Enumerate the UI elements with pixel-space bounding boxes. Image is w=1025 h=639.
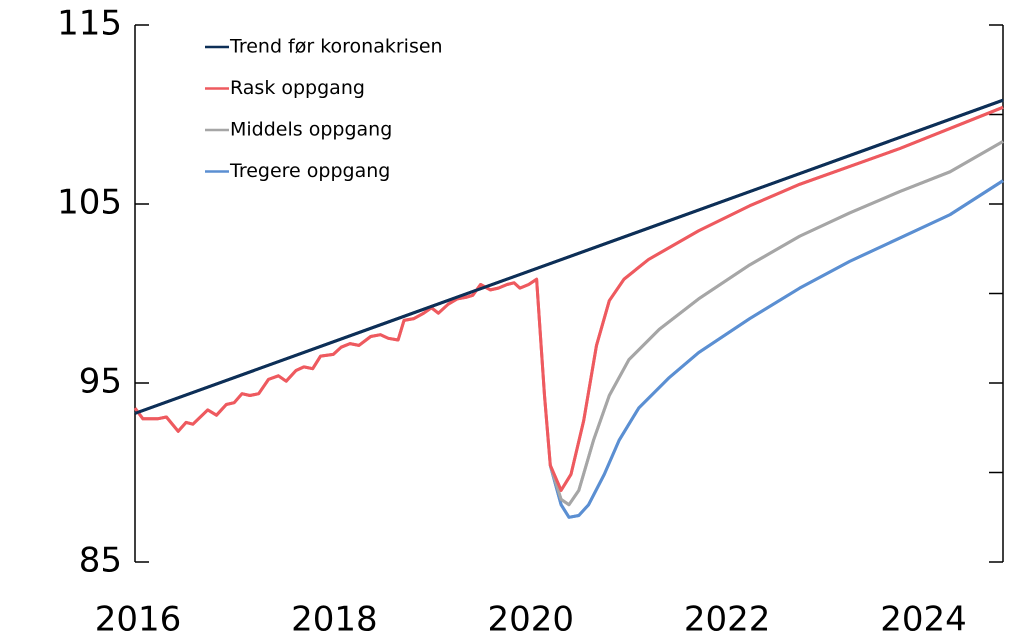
x-tick-label: 2016 xyxy=(95,600,182,639)
y-tick-label: 95 xyxy=(79,362,122,402)
y-tick-label: 105 xyxy=(57,183,122,223)
legend-label: Middels oppgang xyxy=(230,119,392,141)
series-line xyxy=(548,179,1004,519)
series-line xyxy=(548,140,1004,507)
x-tick-label: 2020 xyxy=(487,600,574,639)
y-tick-label: 115 xyxy=(57,4,122,44)
legend-label: Tregere oppgang xyxy=(229,160,390,182)
y-tick-label: 85 xyxy=(79,541,122,581)
x-tick-label: 2024 xyxy=(880,600,967,639)
series-line xyxy=(134,98,1004,415)
legend-label: Trend før koronakrisen xyxy=(229,36,443,58)
series-line xyxy=(133,105,1004,492)
x-tick-label: 2022 xyxy=(684,600,771,639)
legend-label: Rask oppgang xyxy=(230,77,365,99)
x-tick-label: 2018 xyxy=(291,600,378,639)
